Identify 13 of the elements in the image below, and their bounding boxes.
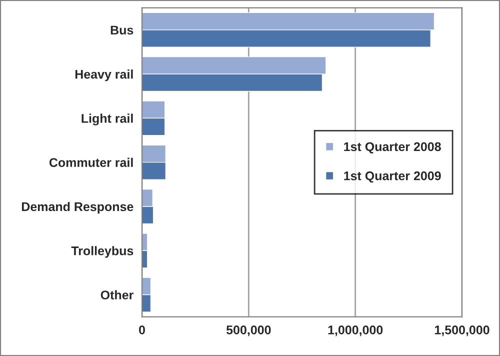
y-tick-label: Heavy rail [75, 70, 133, 82]
legend-label: 1st Quarter 2009 [344, 171, 441, 183]
legend-label: 1st Quarter 2008 [344, 142, 441, 154]
y-tick-label: Trolleybus [71, 246, 134, 258]
y-tick-label: Other [100, 290, 134, 300]
y-tick-label: Commuter rail [49, 158, 133, 167]
x-tick-label: 0 [139, 326, 145, 334]
x-tick-label: 1,500,000 [434, 326, 490, 336]
y-tick-label: Light rail [82, 114, 133, 126]
x-tick-label: 500,000 [226, 326, 271, 336]
y-tick-label: Bus [110, 26, 134, 35]
y-tick-label: Demand Response [22, 202, 134, 214]
x-tick-label: 1,000,000 [328, 326, 383, 336]
